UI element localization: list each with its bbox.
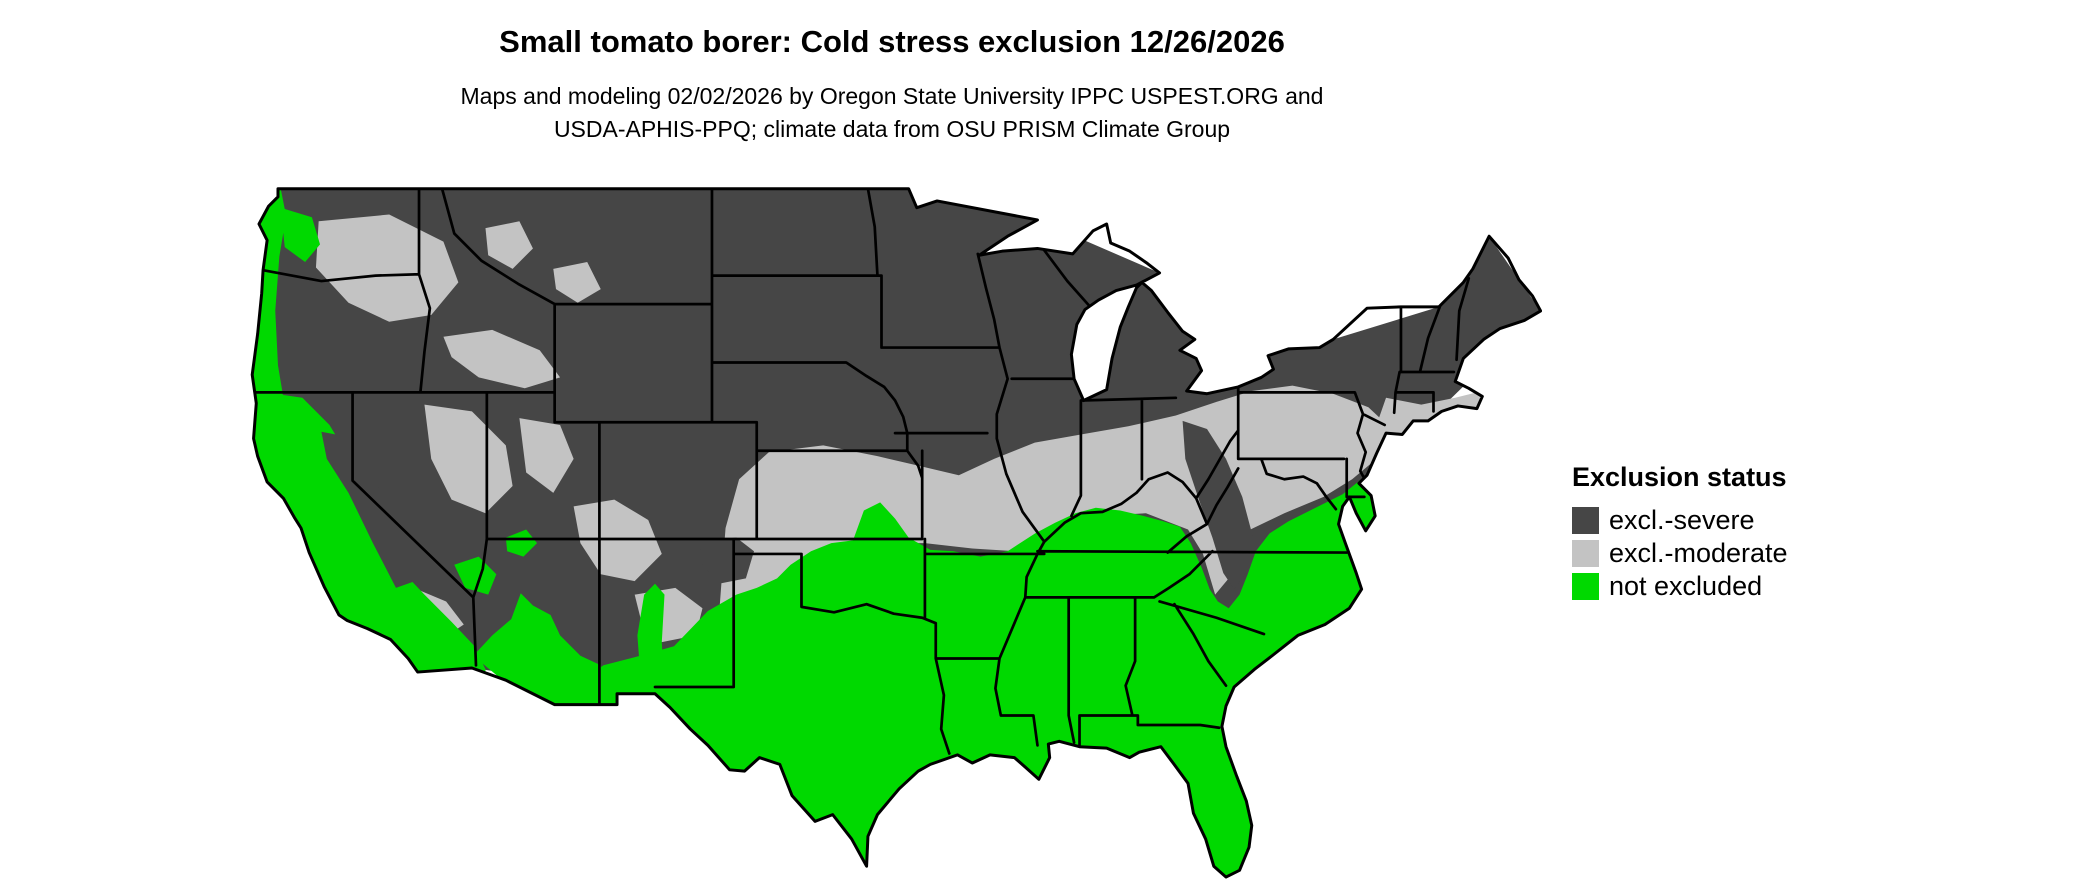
legend-label-not-excluded: not excluded <box>1609 571 1763 601</box>
map-title: Small tomato borer: Cold stress exclusio… <box>499 24 1285 59</box>
not-excluded-color-swatch <box>1572 572 1599 600</box>
state-borders <box>252 188 1471 755</box>
map-subtitle-line1: Maps and modeling 02/02/2026 by Oregon S… <box>460 83 1324 109</box>
legend: Exclusion status excl.-severe excl.-mode… <box>1572 462 1788 604</box>
map-subtitle-line2: USDA-APHIS-PPQ; climate data from OSU PR… <box>553 116 1231 142</box>
legend-label-moderate: excl.-moderate <box>1609 538 1788 568</box>
severe-color-swatch <box>1572 506 1599 534</box>
us-outline <box>250 187 1542 879</box>
legend-title: Exclusion status <box>1572 462 1787 492</box>
zone-moderate-patches <box>315 214 1490 656</box>
us-choropleth-map <box>240 186 1542 892</box>
legend-row-moderate: excl.-moderate <box>1572 538 1788 568</box>
moderate-color-swatch <box>1572 539 1599 567</box>
legend-row-severe: excl.-severe <box>1572 505 1788 535</box>
legend-row-not-excluded: not excluded <box>1572 571 1788 601</box>
us-map-svg <box>250 187 1542 879</box>
map-header: Small tomato borer: Cold stress exclusio… <box>0 24 1784 146</box>
legend-label-severe: excl.-severe <box>1609 505 1755 535</box>
